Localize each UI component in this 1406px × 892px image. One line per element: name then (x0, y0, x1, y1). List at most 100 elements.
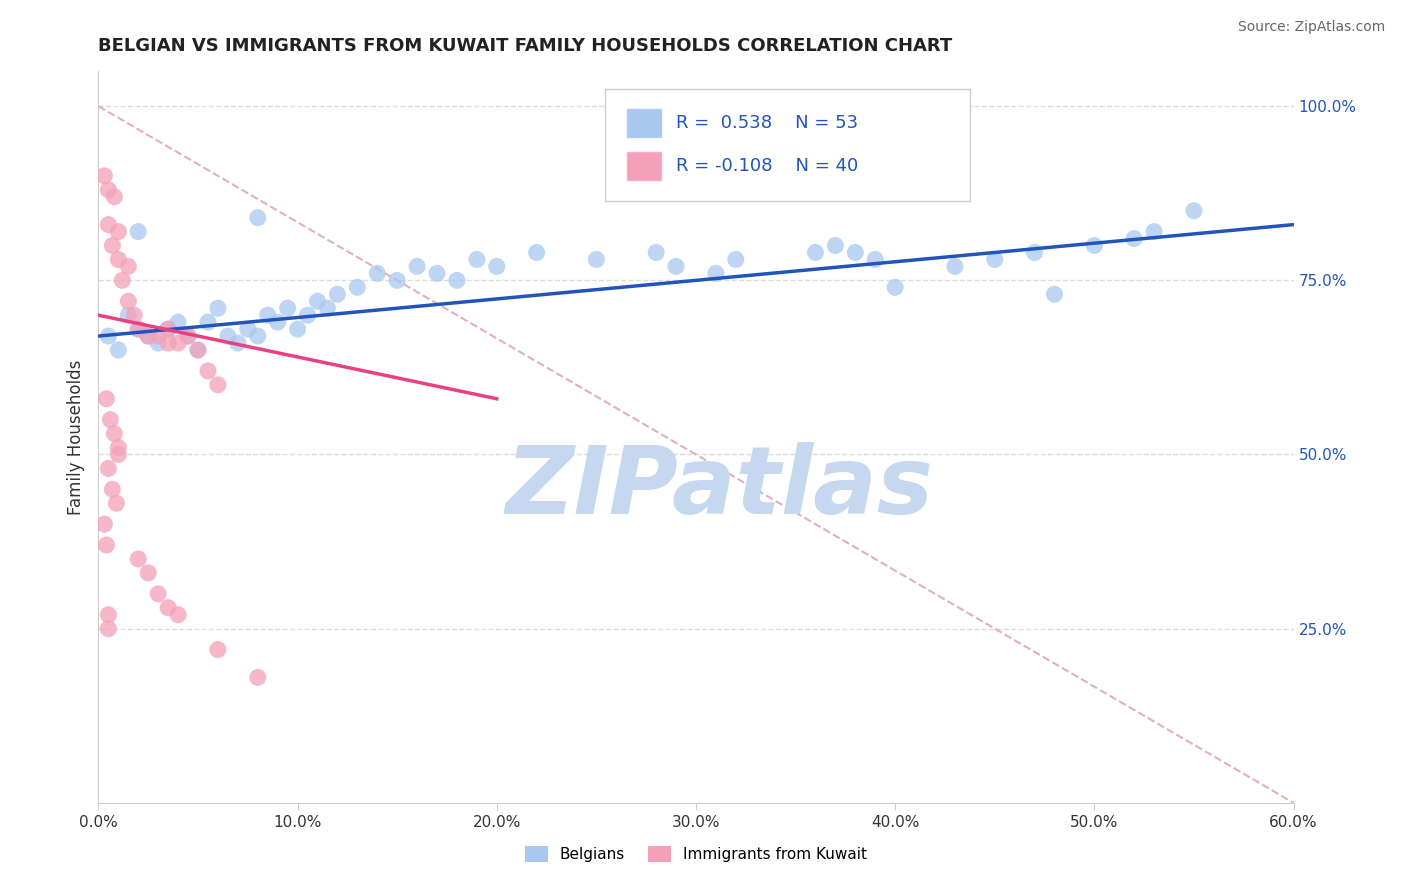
Point (136, 329, 159, 343)
Point (197, 364, 219, 378)
Point (1083, 238, 1105, 252)
Point (187, 343, 209, 357)
Point (884, 280, 907, 294)
Text: Source: ZipAtlas.com: Source: ZipAtlas.com (1237, 20, 1385, 34)
Point (844, 245, 866, 260)
Point (246, 329, 269, 343)
Point (97, 183, 120, 197)
Point (645, 245, 668, 260)
Point (107, 252, 129, 267)
Point (207, 301, 229, 316)
Point (148, 587, 170, 601)
Point (117, 294, 139, 309)
Text: ZIPatlas: ZIPatlas (506, 442, 934, 534)
Legend: Belgians, Immigrants from Kuwait: Belgians, Immigrants from Kuwait (519, 840, 873, 868)
Point (704, 266, 727, 280)
Point (287, 322, 309, 336)
Point (107, 448, 129, 462)
Point (207, 377, 229, 392)
Point (157, 322, 180, 336)
Point (226, 336, 249, 351)
Point (177, 329, 200, 343)
Point (101, 238, 124, 252)
Point (585, 252, 607, 267)
Point (485, 260, 508, 274)
Point (136, 329, 159, 343)
Point (385, 273, 409, 287)
Point (157, 336, 180, 351)
Point (984, 252, 1007, 267)
Point (96, 538, 118, 552)
Point (943, 260, 966, 274)
Point (97, 218, 120, 232)
Point (167, 336, 190, 351)
Point (127, 322, 149, 336)
Point (526, 245, 548, 260)
Point (267, 315, 290, 329)
Point (101, 483, 124, 497)
Point (246, 670, 269, 684)
Point (804, 245, 827, 260)
Point (97, 329, 120, 343)
Point (187, 343, 209, 357)
Point (207, 642, 229, 657)
Point (105, 496, 128, 510)
Point (117, 260, 139, 274)
Point (127, 552, 149, 566)
Text: BELGIAN VS IMMIGRANTS FROM KUWAIT FAMILY HOUSEHOLDS CORRELATION CHART: BELGIAN VS IMMIGRANTS FROM KUWAIT FAMILY… (98, 37, 953, 54)
Point (103, 190, 125, 204)
Text: R =  0.538    N = 53: R = 0.538 N = 53 (676, 114, 859, 132)
Point (197, 315, 219, 329)
Point (1182, 203, 1205, 218)
Point (127, 322, 149, 336)
Point (136, 566, 159, 580)
Point (93, 169, 115, 183)
Point (1123, 231, 1146, 245)
Point (465, 252, 488, 267)
Point (98, 412, 122, 426)
Point (665, 260, 688, 274)
Point (117, 308, 139, 322)
Point (148, 329, 170, 343)
Point (1024, 245, 1046, 260)
Point (93, 517, 115, 532)
Point (127, 225, 149, 239)
Point (724, 252, 747, 267)
Point (1043, 287, 1066, 301)
Point (157, 600, 180, 615)
Point (217, 329, 239, 343)
Point (346, 280, 368, 294)
Point (326, 287, 349, 301)
Point (366, 266, 388, 280)
Y-axis label: Family Households: Family Households (66, 359, 84, 515)
Point (167, 607, 190, 622)
Point (307, 294, 329, 309)
Point (107, 441, 129, 455)
Point (167, 315, 190, 329)
Point (446, 273, 468, 287)
Point (148, 336, 170, 351)
Point (107, 343, 129, 357)
Point (97, 461, 120, 475)
Point (96, 392, 118, 406)
Point (277, 301, 299, 316)
Point (103, 426, 125, 441)
Point (177, 329, 200, 343)
Point (824, 238, 846, 252)
Point (124, 308, 146, 322)
Text: R = -0.108    N = 40: R = -0.108 N = 40 (676, 157, 859, 175)
Point (256, 308, 278, 322)
Point (107, 225, 129, 239)
Point (297, 308, 319, 322)
Point (97, 607, 120, 622)
Point (97, 622, 120, 636)
Point (1143, 225, 1166, 239)
Point (426, 266, 449, 280)
Point (865, 252, 887, 267)
Point (406, 260, 429, 274)
Point (316, 301, 339, 316)
Point (157, 322, 180, 336)
Point (236, 322, 259, 336)
Point (111, 273, 134, 287)
Point (246, 211, 269, 225)
